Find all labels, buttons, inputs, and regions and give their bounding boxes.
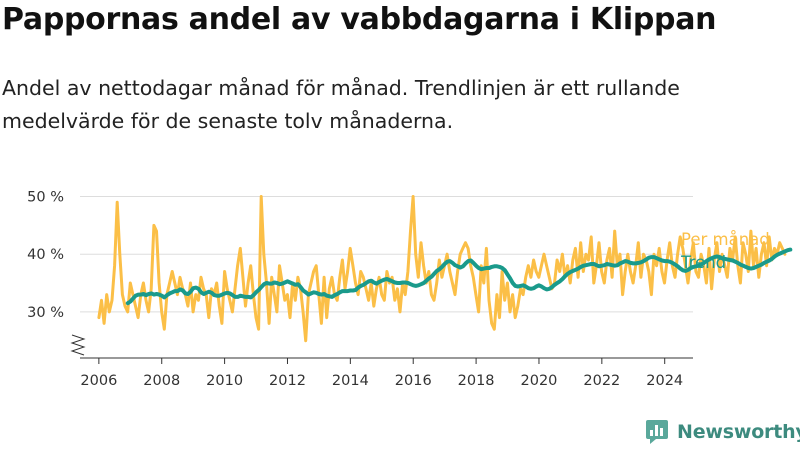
newsworthy-logo-icon bbox=[646, 420, 668, 444]
x-tick-label: 2008 bbox=[143, 373, 180, 389]
y-tick-label: 50 % bbox=[27, 190, 64, 206]
brand-name: Newsworthy bbox=[677, 421, 800, 443]
brand-logo: Newsworthy bbox=[645, 419, 800, 445]
x-tick-label: 2010 bbox=[206, 373, 243, 389]
y-axis-break bbox=[70, 334, 86, 356]
series bbox=[97, 195, 793, 343]
y-tick-label: 30 % bbox=[27, 305, 64, 321]
chart-subtitle: Andel av nettodagar månad för månad. Tre… bbox=[2, 76, 680, 133]
legend-label: Trend bbox=[680, 253, 726, 272]
axes: 30 % 40 % 50 % 2006 2008 2010 2012 2014 2016 2018… bbox=[27, 190, 693, 389]
x-tick-label: 2022 bbox=[583, 373, 620, 389]
legend-label: Per månad bbox=[681, 230, 770, 249]
x-tick-label: 2014 bbox=[332, 373, 369, 389]
x-tick-label: 2018 bbox=[458, 373, 495, 389]
x-tick-label: 2024 bbox=[646, 373, 683, 389]
legend: Per månad Trend bbox=[680, 230, 770, 272]
series-line-trend bbox=[125, 247, 793, 306]
chart-title: Pappornas andel av vabbdagarna i Klippan bbox=[2, 2, 717, 37]
x-tick-label: 2016 bbox=[395, 373, 432, 389]
x-tick-label: 2006 bbox=[80, 373, 117, 389]
y-tick-label: 40 % bbox=[27, 247, 64, 263]
x-tick-label: 2020 bbox=[521, 373, 558, 389]
x-tick-label: 2012 bbox=[269, 373, 306, 389]
